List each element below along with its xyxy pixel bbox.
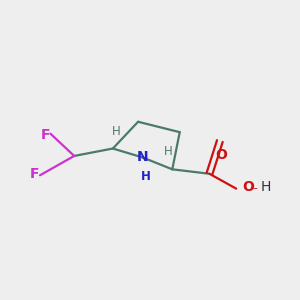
Text: H: H: [261, 180, 271, 194]
Text: H: H: [164, 145, 172, 158]
Text: F: F: [41, 128, 51, 142]
Text: H: H: [111, 125, 120, 138]
Text: O: O: [242, 180, 254, 194]
Text: H: H: [141, 170, 151, 183]
Text: N: N: [137, 150, 148, 164]
Text: O: O: [215, 148, 227, 162]
Text: F: F: [30, 167, 39, 181]
Text: –: –: [253, 183, 257, 193]
